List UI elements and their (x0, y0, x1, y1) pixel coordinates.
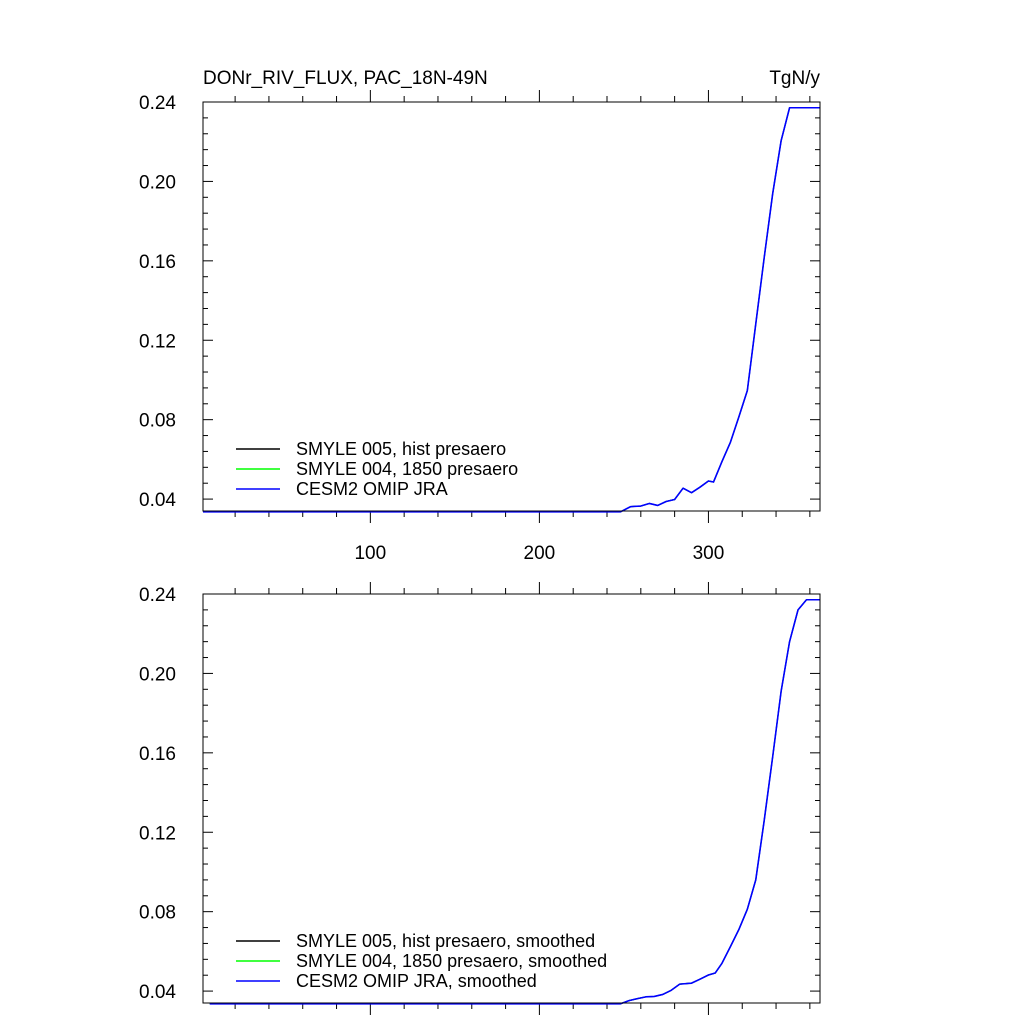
y-tick-label: 0.12 (139, 331, 176, 352)
chart-title: DONr_RIV_FLUX, PAC_18N-49N (203, 68, 488, 89)
y-tick-label: 0.04 (139, 982, 176, 1003)
legend-label: SMYLE 005, hist presaero, smoothed (296, 931, 595, 951)
y-tick-label: 0.24 (139, 585, 176, 606)
x-tick-label: 100 (354, 543, 386, 564)
y-tick-label: 0.24 (139, 93, 176, 114)
bottom-panel-legend: SMYLE 005, hist presaero, smoothedSMYLE … (236, 931, 607, 991)
series-line-3 (203, 106, 820, 513)
legend-label: SMYLE 005, hist presaero (296, 439, 506, 459)
top-panel-ticks: 0.04 0.08 0.12 0.16 0.20 0.24 100 200 300 (139, 90, 820, 564)
y-tick-label: 0.04 (139, 490, 176, 511)
x-tick-label: 300 (693, 543, 725, 564)
y-tick-label: 0.20 (139, 664, 176, 685)
series-line-3 (209, 598, 820, 1005)
legend-label: CESM2 OMIP JRA, smoothed (296, 971, 537, 991)
bottom-panel-series (209, 598, 820, 1005)
y-tick-label: 0.16 (139, 744, 176, 765)
bottom-plot-frame (202, 593, 821, 1004)
units-label: TgN/y (769, 68, 820, 89)
y-tick-label: 0.08 (139, 411, 176, 432)
bottom-panel-ticks: 0.04 0.08 0.12 0.16 0.20 0.24 (139, 582, 820, 1015)
legend-label: SMYLE 004, 1850 presaero, smoothed (296, 951, 607, 971)
top-panel: DONr_RIV_FLUX, PAC_18N-49N TgN/y 0.040.0… (139, 68, 821, 564)
top-plot-frame (202, 101, 821, 512)
x-tick-label: 200 (524, 543, 556, 564)
y-tick-label: 0.20 (139, 172, 176, 193)
y-tick-label: 0.08 (139, 903, 176, 924)
bottom-panel: 0.04 0.08 0.12 0.16 0.20 0.24 SMYLE 005, hist… (139, 582, 821, 1015)
y-tick-label: 0.16 (139, 252, 176, 273)
top-panel-series (203, 106, 820, 513)
legend-label: SMYLE 004, 1850 presaero (296, 459, 518, 479)
y-tick-label: 0.12 (139, 823, 176, 844)
legend-label: CESM2 OMIP JRA (296, 479, 448, 499)
